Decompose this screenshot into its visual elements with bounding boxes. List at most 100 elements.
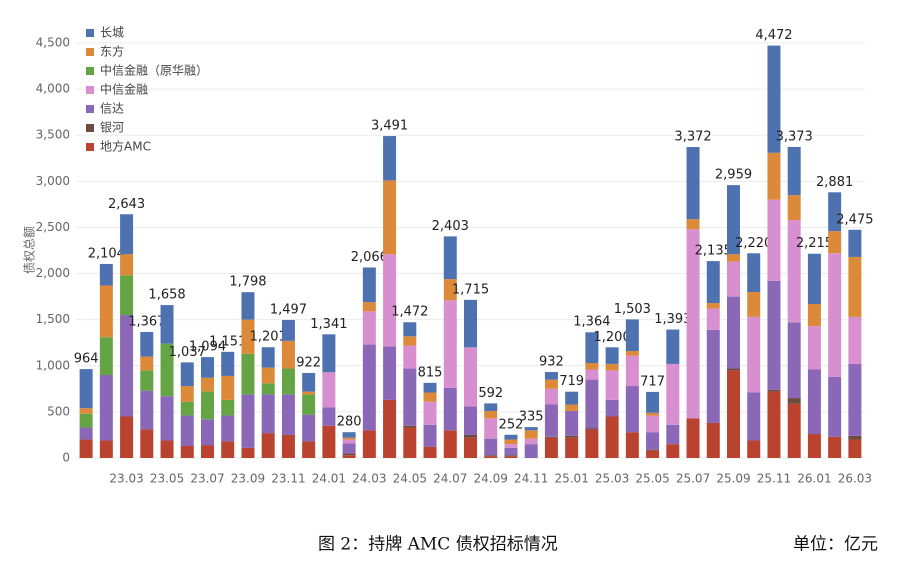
bar-segment	[464, 299, 477, 348]
bar-segment	[787, 403, 801, 458]
bar-segment	[767, 389, 781, 392]
legend-swatch	[86, 29, 94, 37]
bar-segment	[261, 433, 275, 458]
bar-segment	[403, 427, 417, 458]
unit: 单位：亿元	[793, 535, 878, 555]
bar-segment	[504, 456, 518, 458]
bar-segment	[747, 392, 761, 441]
bar-segment	[423, 392, 437, 402]
bar-segment	[848, 316, 862, 364]
total-label: 2,215	[796, 236, 833, 251]
bar-segment	[706, 308, 720, 330]
bar-segment	[362, 267, 376, 303]
y-tick-label: 4,000	[36, 82, 70, 96]
bar-segment	[787, 195, 801, 221]
y-tick-label: 0	[62, 451, 70, 465]
bar-segment	[585, 379, 599, 429]
total-label: 3,372	[674, 130, 711, 145]
bar-segment	[666, 444, 680, 458]
y-tick-label: 3,000	[36, 174, 70, 188]
bar-segment	[625, 355, 639, 387]
bar-segment	[403, 368, 417, 426]
bar-segment	[524, 438, 538, 445]
legend-label: 银河	[100, 121, 124, 135]
legend-label: 信达	[100, 102, 124, 116]
bar-segment	[544, 372, 558, 380]
bar-segment	[544, 404, 558, 437]
y-axis-label: 债权总额	[23, 226, 37, 274]
x-tick-label: 26.03	[838, 472, 872, 486]
bar-segment	[524, 430, 538, 439]
x-tick-label: 24.07	[433, 472, 467, 486]
x-tick-label: 25.03	[595, 472, 629, 486]
bar-segment	[423, 401, 437, 425]
bar-segment	[383, 180, 397, 255]
bar-segment	[767, 152, 781, 200]
bar-segment	[504, 439, 518, 445]
bar-segment	[403, 336, 417, 346]
bar-segment	[180, 362, 194, 387]
bar-segment	[686, 229, 700, 419]
bar-segment	[241, 353, 255, 395]
bar-segment	[747, 292, 761, 317]
total-label: 2,881	[816, 175, 853, 190]
bar-segment	[322, 372, 336, 408]
bar-segment	[585, 428, 599, 430]
bar-segment	[848, 435, 862, 440]
bar-segment	[484, 410, 498, 419]
bar-segment	[666, 329, 680, 364]
bar-segment	[423, 382, 437, 393]
bar-segment	[828, 376, 842, 437]
total-label: 3,491	[371, 119, 408, 134]
bar-segment	[201, 445, 214, 458]
bar-segment	[747, 440, 761, 458]
bar-segment	[120, 315, 134, 417]
bar-segment	[828, 436, 842, 458]
bar-segment	[524, 427, 538, 431]
bar-segment	[605, 347, 619, 364]
bar-segment	[221, 351, 235, 376]
bar-segment	[120, 214, 134, 255]
bar-segment	[686, 147, 700, 220]
bar-segment	[342, 443, 356, 454]
total-label: 1,367	[128, 314, 165, 329]
total-label: 2,403	[432, 219, 469, 234]
total-label: 2,066	[351, 250, 388, 265]
bar-segment	[160, 305, 174, 344]
bar-segment	[383, 346, 397, 400]
bar-segment	[403, 345, 417, 369]
bar-segment	[383, 136, 397, 181]
total-label: 1,472	[391, 305, 428, 320]
bar-segment	[383, 399, 397, 458]
legend-swatch	[86, 124, 94, 132]
bar-segment	[99, 285, 113, 338]
total-label: 1,037	[169, 345, 206, 360]
bar-segment	[605, 363, 619, 371]
legend-swatch	[86, 143, 94, 151]
total-label: 2,220	[735, 236, 772, 251]
bar-segment	[848, 439, 862, 458]
bar-segment	[544, 388, 558, 405]
bar-segment	[99, 375, 113, 441]
bar-segment	[464, 437, 477, 458]
bar-segment	[706, 329, 720, 423]
bar-segment	[727, 185, 740, 255]
bar-segment	[484, 455, 498, 457]
bar-segment	[120, 275, 134, 316]
bar-segment	[261, 394, 275, 434]
bar-segment	[585, 429, 599, 458]
legend-label: 中信金融（原华融）	[100, 63, 208, 78]
bar-segment	[241, 447, 255, 458]
bar-segment	[767, 199, 781, 281]
bar-segment	[787, 220, 801, 323]
y-tick-label: 1,000	[36, 358, 70, 372]
bar-segment	[464, 347, 477, 407]
bar-segment	[140, 429, 154, 458]
bar-segment	[464, 434, 477, 438]
bar-segment	[160, 343, 174, 397]
bar-segment	[221, 399, 235, 416]
bar-segment	[302, 372, 316, 392]
bar-segment	[443, 279, 457, 301]
bar-segment	[120, 416, 134, 458]
total-label: 2,104	[88, 246, 125, 261]
